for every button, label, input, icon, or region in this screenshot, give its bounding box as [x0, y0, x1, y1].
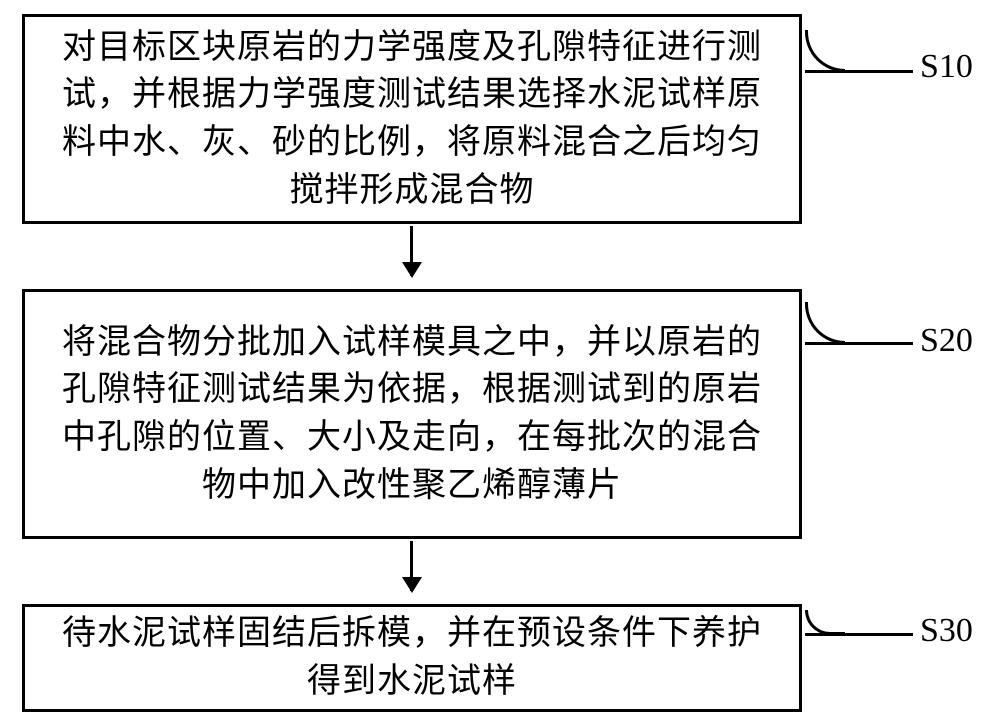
arrow-s10-s20	[410, 226, 413, 276]
step-s10-leader-line	[805, 70, 913, 73]
step-s30-leader-line	[805, 633, 913, 636]
step-s10-box: 对目标区块原岩的力学强度及孔隙特征进行测试，并根据力学强度测试结果选择水泥试样原…	[22, 14, 802, 224]
flowchart-canvas: 对目标区块原岩的力学强度及孔隙特征进行测试，并根据力学强度测试结果选择水泥试样原…	[0, 0, 1000, 721]
arrow-s20-s30	[410, 541, 413, 591]
step-s20-text: 将混合物分批加入试样模具之中，并以原岩的孔隙特征测试结果为依据，根据测试到的原岩…	[45, 319, 779, 509]
step-s30-text: 待水泥试样固结后拆模，并在预设条件下养护得到水泥试样	[45, 610, 779, 705]
step-s20-label: S20	[920, 322, 973, 360]
step-s30-leader-curve	[805, 610, 845, 635]
step-s30-box: 待水泥试样固结后拆模，并在预设条件下养护得到水泥试样	[22, 604, 802, 712]
step-s30-label: S30	[920, 612, 973, 650]
step-s20-leader-line	[805, 342, 913, 345]
step-s10-label: S10	[920, 48, 973, 86]
step-s20-leader-curve	[805, 302, 845, 344]
step-s20-box: 将混合物分批加入试样模具之中，并以原岩的孔隙特征测试结果为依据，根据测试到的原岩…	[22, 289, 802, 539]
step-s10-text: 对目标区块原岩的力学强度及孔隙特征进行测试，并根据力学强度测试结果选择水泥试样原…	[45, 24, 779, 214]
step-s10-leader-curve	[805, 30, 845, 72]
